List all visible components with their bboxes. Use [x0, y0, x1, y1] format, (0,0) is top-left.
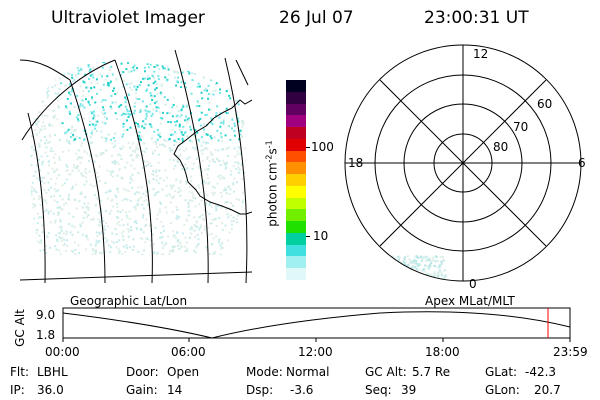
lat-label-70: 70: [513, 120, 529, 134]
lat-label-80: 80: [493, 140, 509, 154]
colorbar-segment: [286, 197, 306, 210]
colorbar-segment: [286, 209, 306, 222]
colorbar-segment: [286, 256, 306, 269]
mlt-label-12: 12: [473, 47, 489, 61]
tick-mark: [306, 147, 310, 148]
lat-label-60: 60: [537, 97, 553, 111]
mlt-label-0: 0: [469, 277, 477, 291]
dsp-label: Dsp:: [246, 383, 274, 397]
colorbar-segment: [286, 232, 306, 245]
y-tick-1.8: 1.8: [36, 328, 56, 342]
colorbar-tick-10: 10: [313, 229, 329, 243]
x-tick-0600: 06:00: [171, 345, 206, 359]
instrument-title: Ultraviolet Imager: [51, 8, 205, 28]
mode-label: Mode:: [246, 365, 283, 379]
seq-label: Seq:: [365, 383, 392, 397]
dsp-value: -3.6: [290, 383, 314, 397]
x-tick-1800: 18:00: [425, 345, 460, 359]
glon-label: GLon:: [485, 383, 520, 397]
time-label: 23:00:31 UT: [424, 8, 529, 28]
glat-value: -42.3: [525, 365, 557, 379]
colorbar-segment: [286, 185, 306, 198]
colorbar-segment: [286, 138, 306, 151]
gcalt-value: 5.7 Re: [412, 365, 451, 379]
glat-label: GLat:: [485, 365, 518, 379]
timeline-right-label: Apex MLat/MLT: [425, 294, 515, 308]
door-label: Door:: [126, 365, 159, 379]
x-tick-0000: 00:00: [45, 345, 80, 359]
colorbar-segment: [286, 115, 306, 128]
gcalt-label: GC Alt:: [365, 365, 407, 379]
x-tick-1200: 12:00: [298, 345, 333, 359]
x-tick-2359: 23:59: [553, 345, 588, 359]
mlt-label-18: 18: [348, 156, 364, 170]
tick-mark: [306, 236, 310, 237]
colorbar-segment: [286, 221, 306, 233]
colorbar-segment: [286, 91, 306, 104]
ip-label: IP:: [10, 383, 25, 397]
colorbar-segment: [286, 174, 306, 186]
colorbar-segment: [286, 244, 306, 257]
date-label: 26 Jul 07: [279, 8, 354, 28]
colorbar: [286, 80, 306, 281]
door-value: Open: [167, 365, 200, 379]
ip-value: 36.0: [37, 383, 64, 397]
mode-value: Normal: [286, 365, 330, 379]
glon-value: 20.7: [534, 383, 561, 397]
colorbar-segment: [286, 268, 306, 281]
filter-value: LBHL: [37, 365, 68, 379]
gain-value: 14: [167, 383, 183, 397]
colorbar-segment: [286, 103, 306, 116]
colorbar-segment: [286, 150, 306, 163]
seq-value: 39: [401, 383, 417, 397]
colorbar-tick-100: 100: [311, 140, 334, 154]
colorbar-segment: [286, 162, 306, 175]
colorbar-segment: [286, 80, 306, 92]
y-tick-9: 9.0: [36, 308, 56, 322]
colorbar-segment: [286, 127, 306, 139]
mlt-label-6: 6: [578, 156, 586, 170]
timeline-left-label: Geographic Lat/Lon: [70, 294, 188, 308]
filter-label: Flt:: [10, 365, 29, 379]
gain-label: Gain:: [126, 383, 158, 397]
